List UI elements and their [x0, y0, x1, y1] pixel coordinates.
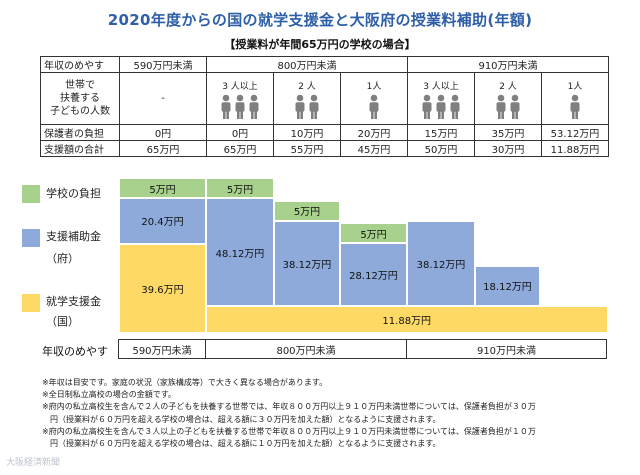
- support-table: 年収のめやす 590万円未満 800万円未満 910万円未満 世帯で 扶養する …: [40, 56, 609, 157]
- person-icon: [476, 94, 541, 120]
- kids-cell: 3 人以上: [407, 72, 475, 125]
- watermark-logo: 大阪経済新聞: [6, 458, 61, 468]
- bottom-band-590: 590万円未満: [118, 339, 206, 359]
- guardian-cell: 0円: [119, 124, 207, 141]
- guardian-cell: 20万円: [340, 124, 408, 141]
- band-590: 590万円未満: [119, 56, 207, 73]
- bottom-band-800: 800万円未満: [205, 339, 407, 359]
- legend-national-label: 就学支援金 （国）: [46, 294, 101, 330]
- total-row-label: 支援額の合計: [40, 140, 120, 157]
- kids-label-line: 世帯で: [65, 80, 95, 91]
- footnote: ※全日制私立高校の場合の金額です。: [42, 390, 176, 400]
- prefecture-subsidy-bar: 38.12万円: [407, 220, 475, 307]
- school-burden-bar: 5万円: [206, 178, 274, 198]
- income-row-label: 年収のめやす: [40, 56, 120, 73]
- footnote: ※府内の私立高校生を含んで３人以上の子どもを扶養する世帯で年収８００万円以上９１…: [42, 426, 536, 436]
- person-icon: [275, 94, 340, 120]
- kids-row: 世帯で 扶養する 子どもの人数 - 3 人以上 2 人 1人 3 人以上 2 人…: [40, 72, 609, 125]
- legend-school-swatch: [22, 185, 40, 203]
- total-cell: 55万円: [273, 140, 341, 157]
- footnote: ※年収は目安です。家庭の状況（家族構成等）で大きく異なる場合があります。: [42, 378, 328, 387]
- legend-line: 就学支援金: [46, 295, 101, 308]
- kids-count: 2 人: [499, 82, 517, 92]
- person-icon: [409, 94, 474, 120]
- person-icon: [543, 94, 608, 120]
- total-cell: 45万円: [340, 140, 408, 157]
- legend-prefecture-swatch: [22, 229, 40, 247]
- income-row: 年収のめやす 590万円未満 800万円未満 910万円未満: [40, 56, 609, 73]
- kids-count: 1人: [567, 82, 583, 92]
- school-burden-bar: 5万円: [340, 223, 407, 243]
- kids-label-line: 扶養する: [60, 93, 100, 104]
- school-burden-bar: 5万円: [274, 200, 340, 221]
- footnote: ※府内の私立高校生を含んで２人の子どもを扶養する世帯では、年収８００万円以上９１…: [42, 402, 536, 412]
- legend-school-label: 学校の負担: [46, 187, 101, 200]
- kids-cell-590: -: [119, 72, 207, 125]
- legend-line: （府）: [46, 252, 79, 265]
- guardian-row-label: 保護者の負担: [40, 124, 120, 141]
- kids-cell: 1人: [541, 72, 609, 125]
- total-cell: 30万円: [474, 140, 542, 157]
- kids-cell: 3 人以上: [206, 72, 274, 125]
- person-icon: [208, 94, 273, 120]
- total-cell: 65万円: [206, 140, 274, 157]
- kids-count: 2 人: [298, 82, 316, 92]
- total-cell: 11.88万円: [541, 140, 609, 157]
- legend-prefecture-label: 支援補助金 （府）: [46, 229, 101, 267]
- legend-line: （国）: [46, 315, 79, 328]
- school-burden-bar: 5万円: [119, 178, 206, 198]
- kids-cell: 2 人: [273, 72, 341, 125]
- total-row: 支援額の合計 65万円 65万円 55万円 45万円 50万円 30万円 11.…: [40, 140, 609, 157]
- guardian-cell: 10万円: [273, 124, 341, 141]
- guardian-cell: 0円: [206, 124, 274, 141]
- kids-count: 1人: [366, 82, 382, 92]
- bottom-band-910: 910万円未満: [406, 339, 607, 359]
- guardian-cell: 53.12万円: [541, 124, 609, 141]
- person-icon: [342, 94, 407, 120]
- total-cell: 65万円: [119, 140, 207, 157]
- guardian-cell: 35万円: [474, 124, 542, 141]
- footnote: 円（授業料が６０万円を超える学校の場合は、超える額に３０万円を加えた額）となるよ…: [42, 414, 441, 424]
- guardian-cell: 15万円: [407, 124, 475, 141]
- legend-line: 支援補助金: [46, 230, 101, 243]
- kids-cell: 1人: [340, 72, 408, 125]
- prefecture-subsidy-bar: 20.4万円: [119, 198, 206, 244]
- kids-count: 3 人以上: [222, 82, 258, 92]
- national-subsidy-strip: 11.88万円: [206, 306, 608, 333]
- kids-row-label: 世帯で 扶養する 子どもの人数: [40, 72, 120, 125]
- prefecture-subsidy-bar: 48.12万円: [206, 198, 274, 307]
- page-subtitle: 【授業料が年間65万円の学校の場合】: [224, 38, 416, 51]
- total-cell: 50万円: [407, 140, 475, 157]
- kids-cell: 2 人: [474, 72, 542, 125]
- prefecture-subsidy-bar: 28.12万円: [340, 243, 407, 307]
- national-subsidy-bar: 39.6万円: [119, 243, 206, 333]
- page-title: 2020年度からの国の就学支援金と大阪府の授業料補助(年額): [107, 11, 533, 29]
- legend-national-swatch: [22, 294, 40, 312]
- prefecture-subsidy-bar: 38.12万円: [274, 220, 340, 307]
- band-910: 910万円未満: [407, 56, 609, 73]
- band-800: 800万円未満: [206, 56, 408, 73]
- bottom-income-label: 年収のめやす: [42, 345, 108, 358]
- kids-label-line: 子どもの人数: [50, 106, 110, 117]
- prefecture-subsidy-bar: 18.12万円: [475, 265, 540, 307]
- footnotes: ※年収は目安です。家庭の状況（家族構成等）で大きく異なる場合があります。 ※全日…: [42, 377, 610, 450]
- guardian-row: 保護者の負担 0円 0円 10万円 20万円 15万円 35万円 53.12万円: [40, 124, 609, 141]
- kids-count: 3 人以上: [423, 82, 459, 92]
- footnote: 円（授業料が６０万円を超える学校の場合は、超える額に１０万円を加えた額）となるよ…: [42, 439, 441, 449]
